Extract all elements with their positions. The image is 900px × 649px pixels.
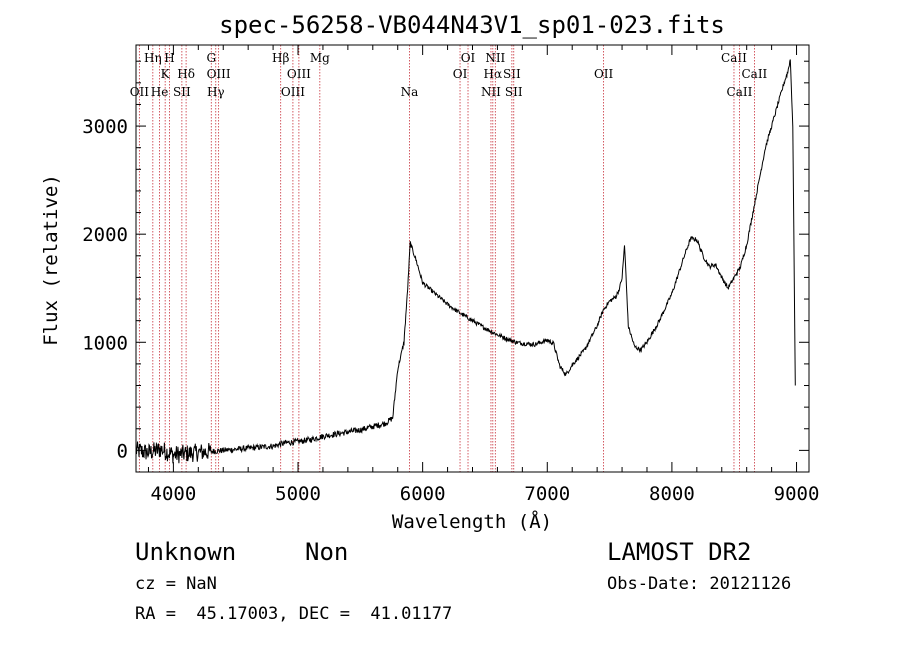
- spectral-line-label-25-0: CaII: [741, 67, 767, 81]
- spectral-line-label-12-0: OIII: [287, 67, 311, 81]
- y-tick-label: 2000: [82, 224, 128, 246]
- spectral-line-markers: OII Hη He KH SII Hδ G Hγ OIII Hβ OIII OIII Mg Na OI OI N…: [130, 45, 768, 472]
- spectral-line-label-10-0: Hβ: [272, 51, 289, 65]
- y-tick-label: 0: [117, 440, 128, 462]
- plot-frame: [135, 44, 810, 473]
- spectral-line-label-24-0: CaII: [727, 85, 753, 99]
- x-tick-label: 6000: [400, 483, 446, 505]
- spectral-line-label-13-0: Mg: [310, 51, 330, 65]
- spectral-line-label-22-0: OII: [594, 67, 614, 81]
- spectral-line-label-1-0: Hη: [144, 51, 162, 65]
- spectral-line-label-6-0: Hδ: [177, 67, 195, 81]
- spectral-line-label-23-0: CaII: [721, 51, 747, 65]
- object-subclass: Non: [305, 538, 349, 566]
- spectral-line-label-0-0: OII: [130, 85, 150, 99]
- survey-name: LAMOST DR2: [607, 538, 752, 566]
- obs-date: Obs-Date: 20121126: [607, 574, 792, 594]
- chart-title: spec-56258-VB044N43V1_sp01-023.fits: [219, 11, 725, 39]
- spectral-line-label-3-0: K: [161, 67, 171, 81]
- y-tick-label: 1000: [82, 332, 128, 354]
- redshift-value: cz = NaN: [135, 574, 217, 594]
- spectral-line-label-18-0: Hα: [484, 67, 503, 81]
- spectral-line-label-11-0: OIII: [281, 85, 305, 99]
- object-class: Unknown: [135, 538, 237, 566]
- spectral-line-label-2-0: He: [151, 85, 169, 99]
- axis-ticks: 4000 5000 6000 7000 8000 9000 0 1000 2000 3000: [82, 45, 819, 505]
- x-tick-label: 7000: [524, 483, 570, 505]
- spectral-line-label-5-0: SII: [173, 85, 191, 99]
- spectral-line-label-16-0: OI: [461, 51, 476, 65]
- spectral-line-label-7-0: G: [206, 51, 216, 65]
- spectral-line-label-17-0: NII: [481, 85, 501, 99]
- y-axis-label: Flux (relative): [40, 174, 62, 346]
- coordinates: RA = 45.17003, DEC = 41.01177: [135, 604, 453, 624]
- y-tick-label: 3000: [82, 116, 128, 138]
- spectrum-series-line: [135, 59, 796, 464]
- spectral-line-label-14-0: Na: [401, 85, 419, 99]
- spectral-line-label-9-0: OIII: [207, 67, 231, 81]
- x-tick-label: 9000: [774, 483, 820, 505]
- spectral-line-label-15-0: OI: [453, 67, 468, 81]
- spectral-line-label-8-0: Hγ: [207, 85, 225, 99]
- x-tick-label: 5000: [275, 483, 321, 505]
- spectral-line-label-19-0: NII: [485, 51, 505, 65]
- x-axis-label: Wavelength (Å): [392, 510, 552, 533]
- spectral-line-label-20-0: SII: [503, 67, 521, 81]
- x-tick-label: 8000: [649, 483, 695, 505]
- spectral-line-label-4-0: H: [164, 51, 174, 65]
- spectral-line-label-21-0: SII: [505, 85, 523, 99]
- x-tick-label: 4000: [151, 483, 197, 505]
